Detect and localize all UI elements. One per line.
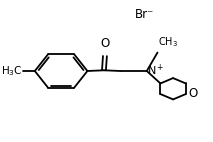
Text: O: O [100, 37, 109, 50]
Text: O: O [189, 87, 198, 100]
Text: H$_3$C: H$_3$C [1, 64, 22, 78]
Text: Br⁻: Br⁻ [135, 8, 154, 21]
Text: N$^+$: N$^+$ [147, 63, 165, 78]
Text: CH$_3$: CH$_3$ [158, 35, 178, 49]
